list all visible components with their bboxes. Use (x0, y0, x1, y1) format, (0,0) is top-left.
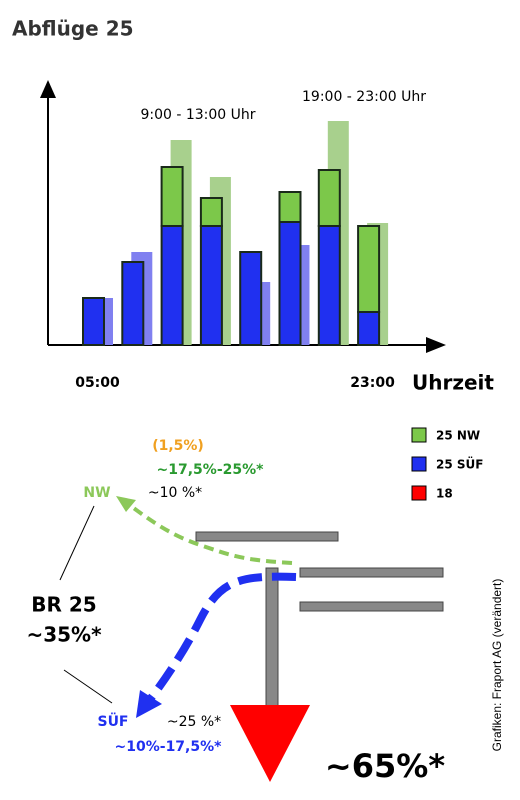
annotation: 19:00 - 23:00 Uhr (302, 89, 426, 105)
suef-arrowhead (136, 690, 162, 718)
legend-swatch (411, 485, 427, 501)
suef-range: ~10%-17,5%* (115, 739, 223, 755)
x-tick-label: 05:00 (75, 375, 120, 391)
credit: Grafiken: Fraport AG (verändert) (490, 579, 504, 752)
x-axis-label: Uhrzeit (412, 371, 494, 395)
x-arrow (426, 337, 446, 353)
legend-label: 25 SÜF (436, 457, 483, 472)
south-share: ~65%* (325, 747, 445, 785)
br-label: BR 25 (31, 593, 96, 617)
bar-segment (160, 166, 184, 227)
runways (195, 531, 444, 709)
y-arrow (40, 80, 56, 98)
suef-label: SÜF (97, 712, 128, 730)
suef-share: ~25 %* (167, 714, 221, 730)
bar-segment (317, 225, 341, 346)
nw-route (126, 502, 293, 565)
x-tick-label: 23:00 (350, 375, 395, 391)
legend-swatch (411, 456, 427, 472)
connector (59, 505, 95, 581)
bar-segment (121, 261, 145, 346)
bar-segment (278, 221, 302, 346)
title: Abflüge 25 (12, 17, 134, 41)
nw-range: ~17,5%-25%* (157, 462, 265, 478)
nw-extra: (1,5%) (152, 438, 204, 454)
bar-segment (239, 251, 263, 346)
bar-segment (199, 225, 223, 346)
annotation: 9:00 - 13:00 Uhr (140, 107, 255, 123)
bar-segment (199, 197, 223, 227)
nw-share: ~10 %* (148, 485, 202, 501)
nw-label: NW (83, 485, 110, 501)
legend-label: 25 NW (436, 429, 480, 443)
bar-segment (357, 311, 381, 346)
bar-segment (317, 169, 341, 227)
suef-route (144, 572, 297, 705)
bar-segment (357, 225, 381, 313)
bar-segment (160, 225, 184, 346)
legend-label: 18 (436, 487, 453, 501)
br-share: ~35%* (26, 623, 102, 647)
bar-segment (82, 297, 105, 346)
south-arrow (230, 705, 310, 782)
nw-arrowhead (116, 496, 136, 512)
bar-segment (278, 191, 302, 223)
connector (63, 669, 113, 704)
legend-swatch (411, 427, 427, 443)
